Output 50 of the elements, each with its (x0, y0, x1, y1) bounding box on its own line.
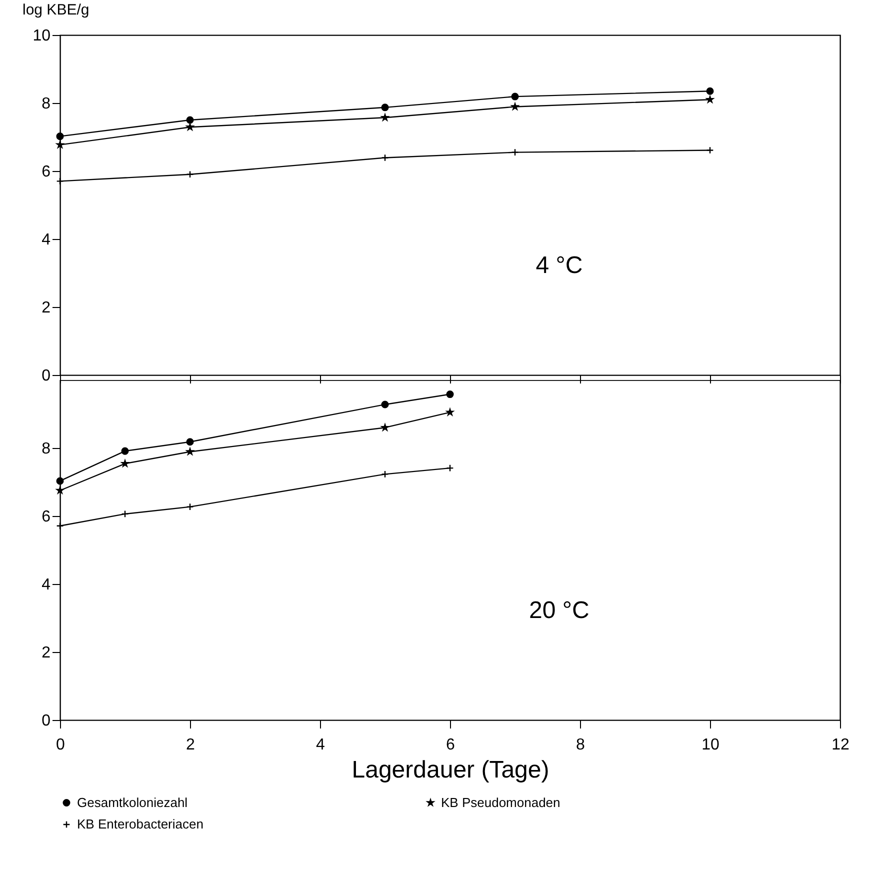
x-tick-label: 4 (316, 736, 326, 754)
point (511, 102, 519, 110)
legend-label: Gesamtkoloniezahl (77, 794, 188, 810)
point (186, 503, 194, 511)
y-tick-label: 2 (42, 644, 51, 662)
point (511, 92, 519, 100)
legend-label: KB Pseudomonaden (441, 794, 560, 810)
x-tick-label: 10 (702, 736, 720, 754)
point (446, 390, 454, 398)
point (381, 104, 389, 112)
x-tick-label: 8 (576, 736, 586, 754)
x-axis-title: Lagerdauer (Tage) (352, 756, 550, 784)
x-tick-label: 0 (56, 736, 66, 754)
y-tick-label: 4 (42, 232, 51, 248)
point (706, 87, 714, 95)
point (381, 470, 389, 478)
point (511, 148, 519, 156)
y-tick-label: 8 (42, 96, 51, 112)
point (186, 170, 194, 178)
point (186, 116, 194, 124)
point (381, 400, 389, 408)
y-tick-label: 8 (42, 440, 51, 458)
y-tick-label: 2 (42, 300, 51, 316)
y-axis-title: log KBE/g (22, 2, 90, 18)
y-tick-label: 10 (32, 28, 51, 44)
legend-label: KB Enterobacteriacen (77, 816, 204, 832)
point (186, 438, 194, 446)
point (186, 448, 194, 455)
point (121, 460, 129, 467)
point (56, 132, 64, 140)
y-tick-label: 0 (42, 368, 51, 384)
point (186, 123, 194, 130)
point (56, 486, 64, 494)
annotation: 4 °C (536, 252, 583, 280)
point (121, 447, 129, 455)
point (121, 510, 129, 518)
point (56, 141, 64, 148)
x-tick-label: 2 (186, 736, 196, 754)
y-tick-label: 0 (42, 712, 51, 730)
y-tick-label: 6 (42, 164, 51, 180)
point (381, 154, 389, 162)
y-tick-label: 4 (42, 576, 51, 594)
point (381, 114, 389, 121)
x-tick-label: 6 (446, 736, 456, 754)
y-tick-label: 6 (42, 508, 51, 526)
point (706, 96, 714, 103)
x-tick-label: 12 (832, 736, 850, 754)
point (56, 477, 64, 485)
annotation: 20 °C (529, 597, 590, 624)
point (381, 424, 389, 431)
